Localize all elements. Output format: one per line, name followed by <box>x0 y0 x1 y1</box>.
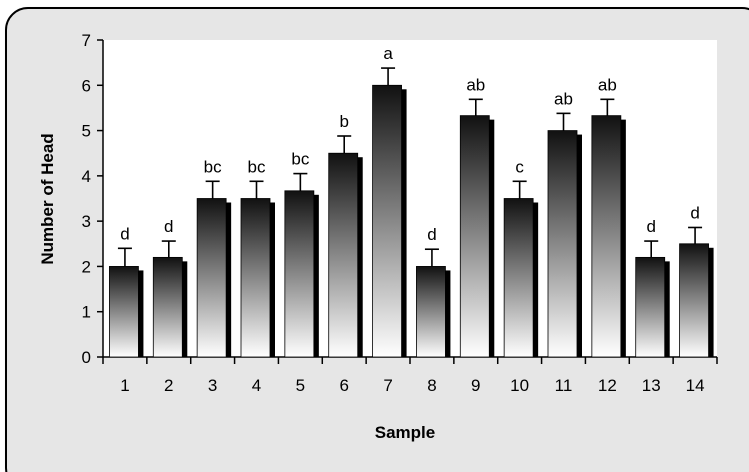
significance-label: d <box>427 225 436 244</box>
significance-label: a <box>383 44 393 63</box>
significance-label: d <box>120 224 129 243</box>
y-tick-label: 2 <box>82 257 91 276</box>
x-tick-label: 10 <box>510 376 529 395</box>
significance-label: c <box>515 157 524 176</box>
significance-label: ab <box>598 75 617 94</box>
x-tick-label: 1 <box>120 376 129 395</box>
bar-shadow <box>444 270 451 357</box>
bar-shadow <box>312 194 319 357</box>
bar-shadow <box>356 157 363 357</box>
significance-label: ab <box>466 75 485 94</box>
bar-shadow <box>400 89 407 358</box>
x-tick-label: 12 <box>598 376 617 395</box>
x-tick-label: 2 <box>164 376 173 395</box>
y-tick-label: 6 <box>82 76 91 95</box>
bar-shadow <box>619 119 626 358</box>
significance-label: bc <box>248 157 266 176</box>
x-tick-label: 13 <box>642 376 661 395</box>
x-tick-label: 14 <box>686 376 705 395</box>
y-tick-label: 5 <box>82 122 91 141</box>
bar <box>459 115 490 358</box>
bar-shadow <box>181 261 188 357</box>
y-axis-label: Number of Head <box>38 133 57 264</box>
x-tick-label: 7 <box>383 376 392 395</box>
bar <box>152 256 183 358</box>
y-tick-label: 3 <box>82 212 91 231</box>
y-tick-label: 7 <box>82 31 91 50</box>
y-tick-label: 1 <box>82 303 91 322</box>
significance-label: d <box>646 217 655 236</box>
bar-shadow <box>576 134 582 357</box>
significance-label: bc <box>204 157 222 176</box>
bar <box>109 266 139 358</box>
bar-shadow <box>225 202 232 357</box>
y-tick-label: 4 <box>82 167 91 186</box>
bar-shadow <box>137 270 144 357</box>
significance-label: ab <box>554 89 573 108</box>
y-tick-label: 0 <box>82 348 91 367</box>
x-tick-label: 9 <box>471 376 480 395</box>
x-tick-label: 3 <box>208 376 217 395</box>
bar <box>196 198 227 358</box>
significance-label: b <box>339 112 348 131</box>
bar-shadow <box>707 247 714 357</box>
significance-label: d <box>164 217 173 236</box>
bar <box>372 84 402 358</box>
bar-shadow <box>663 261 670 357</box>
bar <box>635 256 666 358</box>
bar <box>240 198 271 358</box>
x-tick-label: 8 <box>427 376 436 395</box>
bar-shadow <box>269 202 275 357</box>
bar-shadow <box>488 119 495 358</box>
bar <box>503 198 534 358</box>
x-axis-label: Sample <box>375 423 435 442</box>
chart-layer: 01234567d1d2bc3bc4bc5b6a7d8ab9c10ab11ab1… <box>82 31 718 395</box>
significance-label: d <box>690 203 699 222</box>
bar <box>328 152 359 358</box>
x-tick-label: 6 <box>339 376 348 395</box>
x-tick-label: 11 <box>555 376 573 395</box>
significance-label: bc <box>291 150 309 169</box>
x-tick-label: 4 <box>252 376 261 395</box>
bar <box>284 190 315 358</box>
x-tick-label: 5 <box>296 376 305 395</box>
bar <box>547 130 578 358</box>
bar <box>591 115 622 358</box>
bar-shadow <box>532 202 539 357</box>
bar <box>416 266 446 358</box>
bar <box>679 243 709 358</box>
